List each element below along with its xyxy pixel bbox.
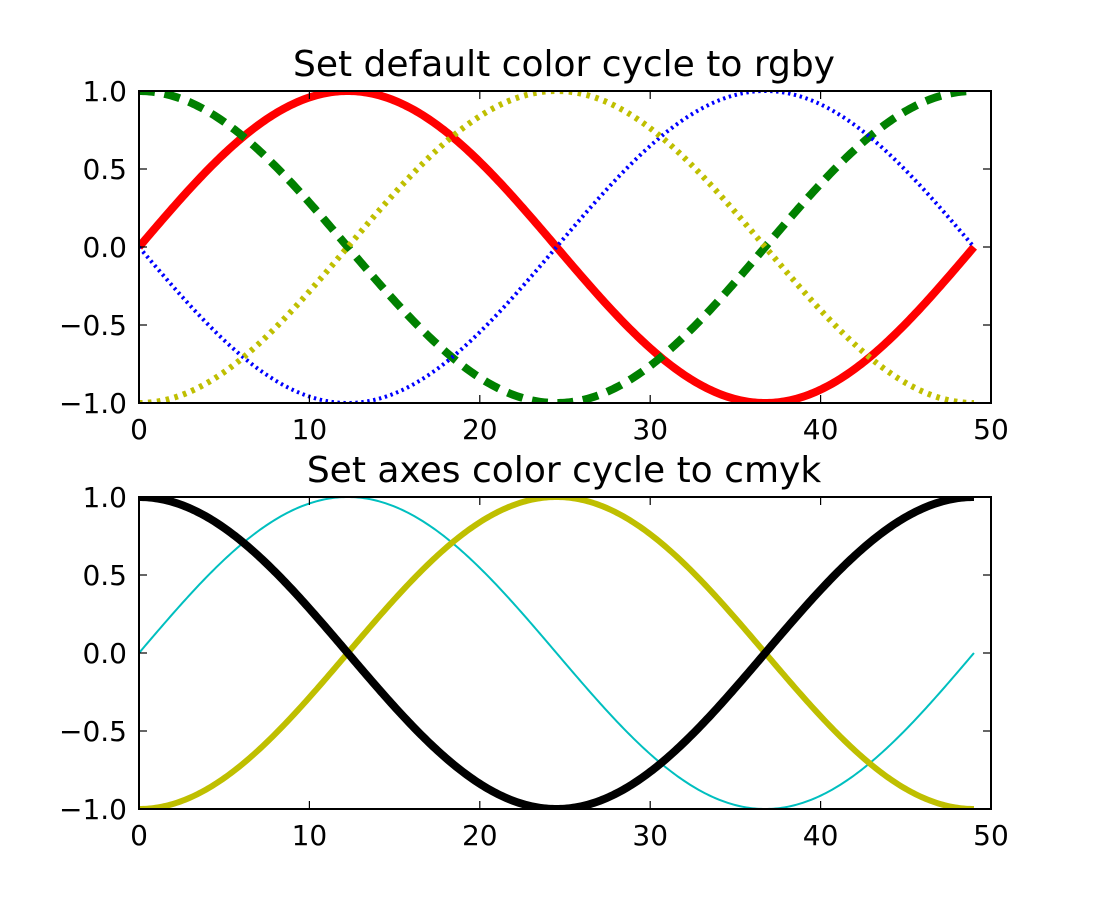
- x-tick-label: 50: [973, 819, 1009, 852]
- x-tick-label: 30: [632, 413, 668, 446]
- x-tick-label: 40: [803, 819, 839, 852]
- x-tick-label: 30: [632, 819, 668, 852]
- ticks-rgby: 0 10 20 30 40 50 1.0 0.5 0.0 −0.5 −1.0: [59, 75, 1009, 446]
- y-tick-label: 0.0: [82, 637, 127, 670]
- x-tick-label: 10: [292, 413, 328, 446]
- x-tick-label: 40: [803, 413, 839, 446]
- series-line-1: [139, 91, 978, 403]
- series-group-cmyk: [139, 497, 976, 809]
- axes-cmyk: Set axes color cycle to cmyk 0 10 20 30 40 50…: [59, 450, 1009, 852]
- x-tick-label: 50: [973, 413, 1009, 446]
- x-tick-label: 20: [462, 819, 498, 852]
- y-tick-label: −0.5: [59, 715, 127, 748]
- y-tick-label: 0.5: [82, 559, 127, 592]
- title-cmyk: Set axes color cycle to cmyk: [307, 450, 821, 491]
- series-group-rgby: [139, 91, 978, 403]
- y-tick-label: 1.0: [82, 75, 127, 108]
- y-tick-label: −1.0: [59, 387, 127, 420]
- y-tick-label: 0.5: [82, 153, 127, 186]
- x-tick-label: 10: [292, 819, 328, 852]
- x-tick-label: 0: [130, 819, 148, 852]
- y-tick-label: 0.0: [82, 231, 127, 264]
- x-tick-label: 0: [130, 413, 148, 446]
- ticks-cmyk: 0 10 20 30 40 50 1.0 0.5 0.0 −0.5 −1.0: [59, 481, 1009, 852]
- series-line-1: [139, 497, 975, 809]
- series-line-3: [139, 497, 975, 809]
- axes-rgby: Set default color cycle to rgby 0 10 20 30 4…: [59, 44, 1009, 446]
- x-tick-label: 20: [462, 413, 498, 446]
- series-line-4: [139, 497, 976, 809]
- series-line-2: [139, 91, 976, 403]
- title-rgby: Set default color cycle to rgby: [293, 44, 835, 85]
- y-tick-label: −0.5: [59, 309, 127, 342]
- series-line-4: [139, 91, 975, 403]
- y-tick-label: 1.0: [82, 481, 127, 514]
- y-tick-label: −1.0: [59, 793, 127, 826]
